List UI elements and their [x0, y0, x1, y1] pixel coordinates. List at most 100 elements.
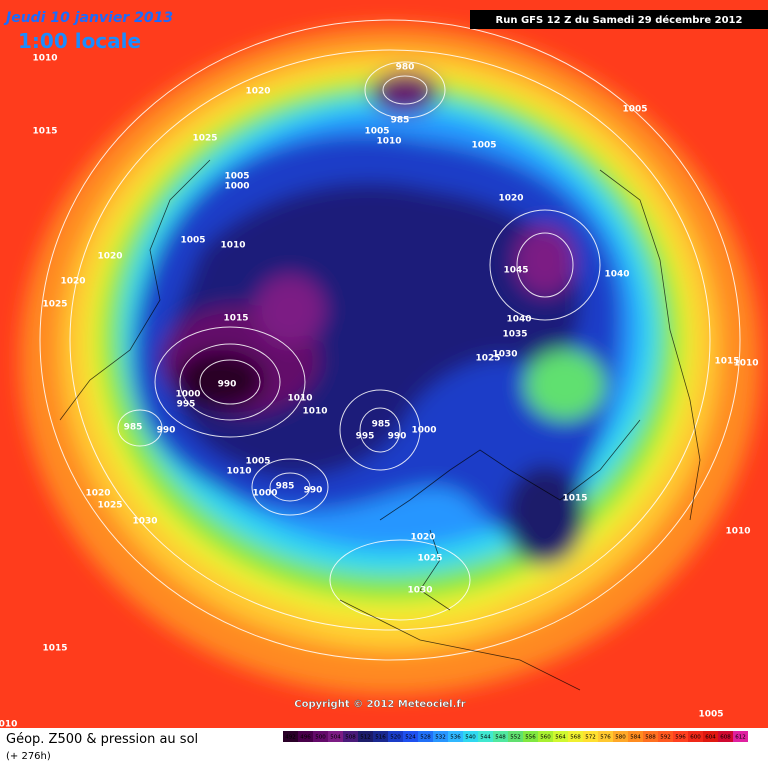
footer-lead: (+ 276h)	[6, 751, 51, 762]
scale-cell	[343, 731, 358, 742]
map-time: 1:00 locale	[18, 29, 141, 53]
isobar-label: 1010	[220, 241, 245, 251]
color-scale: 492 496 500 504 508 512 516 520 524 528 532 536 540 5…	[283, 731, 748, 742]
scale-cell	[613, 731, 628, 742]
isobar-label: 1025	[192, 134, 217, 144]
isobar-label: 1005	[180, 236, 205, 246]
scale-cell	[508, 731, 523, 742]
isobar-label: 1000	[252, 489, 277, 499]
scale-label: 504	[330, 735, 341, 741]
scale-label: 600	[690, 735, 701, 741]
scale-label: 568	[570, 735, 581, 741]
scale-cell	[388, 731, 403, 742]
scale-label: 608	[720, 735, 731, 741]
scale-cell	[418, 731, 433, 742]
scale-label: 576	[600, 735, 611, 741]
scale-label: 528	[420, 735, 431, 741]
isobar-label: 1005	[698, 710, 723, 720]
isobar-label: 1020	[498, 194, 523, 204]
isobar-label: 1010	[287, 394, 312, 404]
isobar-label: 1005	[364, 127, 389, 137]
isobar-label: 1020	[60, 277, 85, 287]
scale-cell	[358, 731, 373, 742]
scale-label: 536	[450, 735, 461, 741]
isobar	[359, 407, 401, 453]
isobar-label: 1005	[224, 172, 249, 182]
field-layer	[505, 465, 585, 565]
scale-cell	[298, 731, 313, 742]
isobar-label: 1010	[733, 359, 758, 369]
isobar-label: 1015	[562, 494, 587, 504]
isobar-label: 1005	[245, 457, 270, 467]
footer-title: Géop. Z500 & pression au sol	[6, 732, 198, 747]
isobar-label: 990	[157, 426, 176, 436]
isobar-label: 1020	[410, 533, 435, 543]
isobar	[69, 49, 711, 631]
isobar-label: 1010	[302, 407, 327, 417]
scale-label: 548	[495, 735, 506, 741]
scale-cell	[733, 731, 748, 742]
isobar-label: 990	[218, 380, 237, 390]
field-layer	[370, 72, 440, 112]
isobar-label: 1010	[376, 137, 401, 147]
isobar	[179, 343, 281, 421]
scale-label: 532	[435, 735, 446, 741]
isobar-label: 1040	[506, 315, 531, 325]
isobar-label: 1000	[175, 390, 200, 400]
scale-label: 544	[480, 735, 491, 741]
isobar-label: 995	[177, 400, 196, 410]
scale-cell	[403, 731, 418, 742]
isobar	[339, 389, 421, 471]
scale-cell	[448, 731, 463, 742]
scale-cell	[523, 731, 538, 742]
scale-label: 540	[465, 735, 476, 741]
scale-label: 612	[735, 735, 746, 741]
scale-cell	[643, 731, 658, 742]
isobar-label: 1010	[725, 527, 750, 537]
scale-cell	[628, 731, 643, 742]
scale-cell	[553, 731, 568, 742]
isobar-label: 985	[372, 420, 391, 430]
scale-label: 516	[375, 735, 386, 741]
isobar-label: 980	[396, 63, 415, 73]
isobar-label: 985	[124, 423, 143, 433]
scale-cell	[718, 731, 733, 742]
isobar	[154, 326, 306, 438]
field-layer	[255, 275, 325, 345]
isobar-label: 1035	[502, 330, 527, 340]
isobar-labels: 1010102010151025100510059809851005101010…	[0, 54, 759, 730]
isobar-label: 1015	[223, 314, 248, 324]
scale-cell	[658, 731, 673, 742]
geopotential-field	[20, 25, 760, 695]
isobar-label: 1030	[132, 517, 157, 527]
scale-label: 496	[300, 735, 311, 741]
scale-label: 604	[705, 735, 716, 741]
isobar-label: 1005	[471, 141, 496, 151]
isobar	[382, 75, 428, 105]
scale-cell	[373, 731, 388, 742]
map-date: Jeudi 10 janvier 2013	[3, 10, 173, 26]
coastline	[419, 529, 451, 611]
isobar-label: 1025	[417, 554, 442, 564]
isobar	[269, 472, 311, 502]
scale-cell	[313, 731, 328, 742]
isobar-label: 985	[391, 116, 410, 126]
scale-cell	[688, 731, 703, 742]
field-layer	[515, 225, 575, 295]
scale-label: 524	[405, 735, 416, 741]
isobar-label: 1030	[407, 586, 432, 596]
scale-cell	[583, 731, 598, 742]
isobar-label: 1020	[245, 87, 270, 97]
isobar-label: 995	[356, 432, 375, 442]
scale-label: 588	[645, 735, 656, 741]
scale-cell	[568, 731, 583, 742]
isobar	[329, 539, 471, 621]
isobar	[364, 61, 446, 119]
isobar	[117, 409, 163, 447]
coastline	[379, 419, 641, 521]
isobar-label: 1020	[85, 489, 110, 499]
copyright: Copyright © 2012 Meteociel.fr	[294, 699, 465, 710]
scale-label: 552	[510, 735, 521, 741]
isobar-label: 1040	[604, 270, 629, 280]
